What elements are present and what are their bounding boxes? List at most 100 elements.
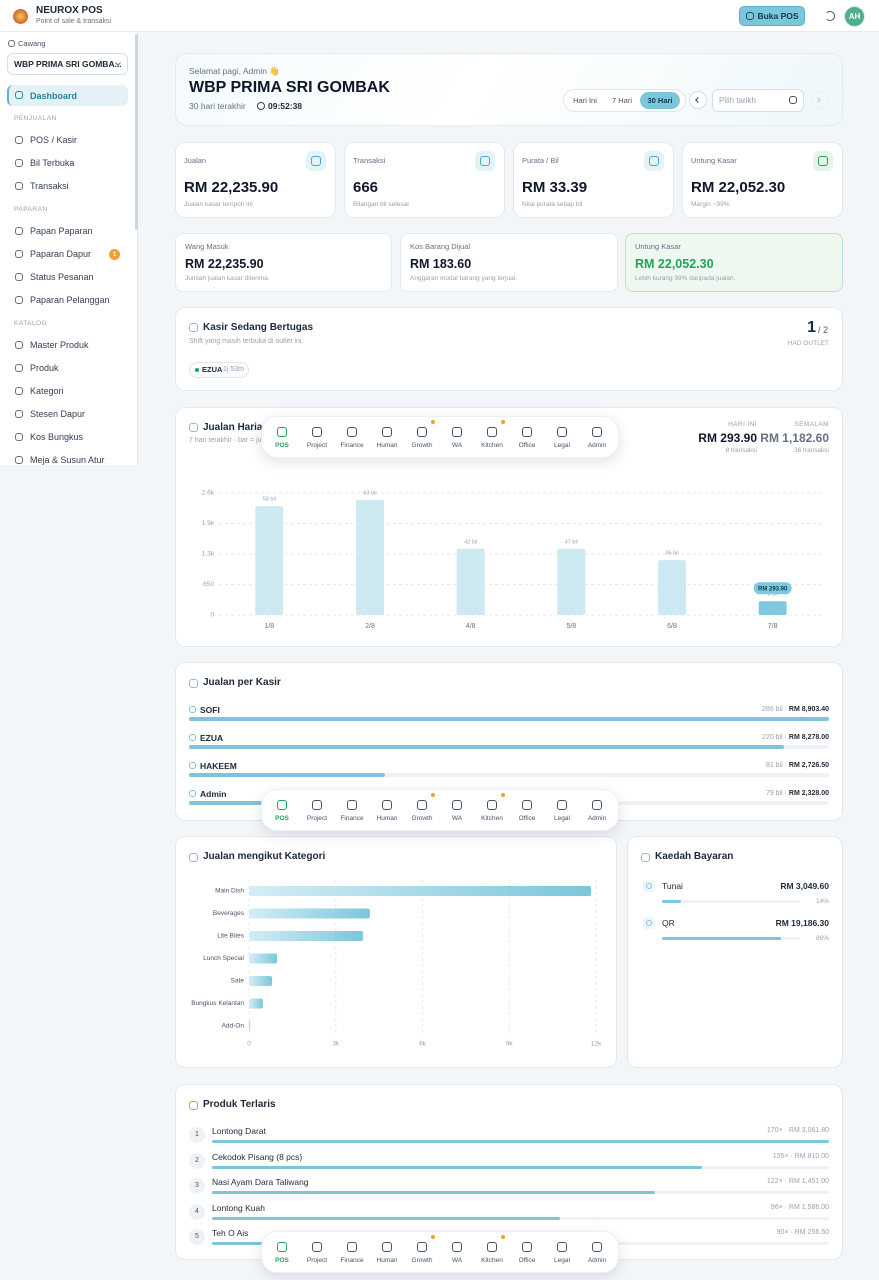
avatar xyxy=(844,6,865,27)
nav-active[interactable] xyxy=(7,85,128,106)
nav-label: Master Produk xyxy=(30,340,89,350)
icon xyxy=(522,1242,532,1252)
payment-bar xyxy=(662,900,682,903)
summary-label: Kos Barang Dijual xyxy=(410,242,471,251)
cashier-amount: RM 2,726.50 xyxy=(783,762,829,769)
cashier-amount: RM 2,328.00 xyxy=(783,790,829,797)
icon xyxy=(15,91,23,99)
kpi-label: Jualan xyxy=(184,156,207,165)
module-label: Growth xyxy=(411,815,433,822)
date-input[interactable] xyxy=(712,89,804,112)
date-placeholder: Pilih tarikh xyxy=(719,96,756,105)
rank-badge xyxy=(189,1203,205,1220)
icon xyxy=(452,1242,462,1252)
icon xyxy=(312,1242,322,1252)
branch-label: Cawang xyxy=(18,39,46,48)
card-title: Produk Terlaris xyxy=(203,1099,276,1110)
nav-badge-count: 1 xyxy=(112,250,117,258)
rank: 1 xyxy=(195,1131,199,1138)
branch-name: WBP PRIMA SRI GOMBA... xyxy=(14,59,122,69)
pos-button[interactable] xyxy=(739,6,805,26)
module-label: Human xyxy=(376,1257,398,1264)
module-label: Finance xyxy=(340,815,364,822)
brand: NEUROX POS xyxy=(36,5,103,16)
product-bar xyxy=(212,1140,829,1143)
icon xyxy=(312,800,322,810)
summary-note: Anggaran modal barang yang terjual. xyxy=(410,275,517,282)
cashier-bar xyxy=(189,773,385,777)
icon xyxy=(487,800,497,810)
icon xyxy=(189,790,196,797)
nav-label: Dashboard xyxy=(30,90,78,101)
payment-bar xyxy=(662,937,781,940)
icon xyxy=(382,427,392,437)
rank-badge xyxy=(189,1127,205,1143)
rank: 5 xyxy=(195,1233,199,1240)
product-bar xyxy=(212,1191,655,1194)
stat-value: RM 1,182.60 xyxy=(760,431,829,445)
product-bar xyxy=(212,1216,561,1220)
bar-track xyxy=(662,900,800,903)
kpi-value: RM 22,235.90 xyxy=(184,179,279,196)
cashier-chip xyxy=(189,362,249,378)
module-label: Growth xyxy=(411,442,433,449)
nav-badge xyxy=(109,249,120,260)
stat-note: 36 transaksi xyxy=(793,447,829,454)
range-tab[interactable] xyxy=(640,92,680,109)
theme-toggle[interactable] xyxy=(825,11,835,21)
nav-label: Produk xyxy=(30,363,59,373)
kpi-value: RM 33.39 xyxy=(522,179,588,196)
rank-badge xyxy=(189,1178,205,1194)
icon xyxy=(646,920,652,926)
module-toolbar xyxy=(261,416,619,458)
summary-card xyxy=(625,233,843,292)
limit-label: HAD OUTLET xyxy=(787,340,829,347)
card-title: Kaedah Bayaran xyxy=(655,851,734,862)
icon xyxy=(15,364,23,372)
module-label: Admin xyxy=(587,815,607,822)
module-label: Office xyxy=(518,1257,536,1264)
card-subtitle: Shift yang masih terbuka di outlet ini. xyxy=(189,338,304,345)
product-meta: 96×RM 1,586.00 xyxy=(529,1201,829,1215)
kpi-label: Purata / Bil xyxy=(522,156,559,165)
active-count: 1 xyxy=(807,319,816,336)
icon xyxy=(312,427,322,437)
clock-icon xyxy=(257,102,265,110)
module-toolbar xyxy=(261,1231,619,1273)
stat-label: HARI INI xyxy=(728,421,757,428)
icon xyxy=(452,427,462,437)
kpi-value: RM 22,052.30 xyxy=(691,179,786,196)
icon xyxy=(522,800,532,810)
range-tab-label: 7 Hari xyxy=(611,95,632,105)
icon xyxy=(649,156,659,166)
next-button[interactable] xyxy=(810,91,828,109)
icon xyxy=(189,679,198,688)
summary-value: RM 22,052.30 xyxy=(635,257,714,271)
cashier-bar xyxy=(189,717,829,721)
card-title: Jualan per Kasir xyxy=(203,677,281,688)
icon xyxy=(189,706,196,713)
icon xyxy=(15,296,23,304)
module-label: Kitchen xyxy=(481,442,503,449)
icon xyxy=(592,1242,602,1252)
icon xyxy=(452,800,462,810)
cashier-amount: RM 8,278.00 xyxy=(783,734,829,741)
prev-button[interactable] xyxy=(689,91,707,109)
icon xyxy=(347,427,357,437)
summary-label: Wang Masuk xyxy=(185,242,229,251)
nav-section-title: PENJUALAN xyxy=(14,115,57,122)
range-tab-label: 30 Hari xyxy=(647,95,673,105)
branch-select[interactable] xyxy=(7,53,128,75)
cashier-name: EZUA xyxy=(200,733,224,743)
module-label: Office xyxy=(518,442,536,449)
cashier-bar xyxy=(189,745,785,749)
nav-label: Paparan Pelanggan xyxy=(30,295,110,305)
products-card xyxy=(175,1084,843,1260)
module-label: Project xyxy=(306,442,328,449)
summary-note: Lebih kurang 99% daripada jualan. xyxy=(635,275,736,282)
product-qty: 122× xyxy=(766,1178,783,1185)
module-label: Legal xyxy=(554,442,570,449)
icon xyxy=(189,1101,198,1110)
alert-dot xyxy=(501,793,505,797)
nav-label: POS / Kasir xyxy=(30,135,78,145)
